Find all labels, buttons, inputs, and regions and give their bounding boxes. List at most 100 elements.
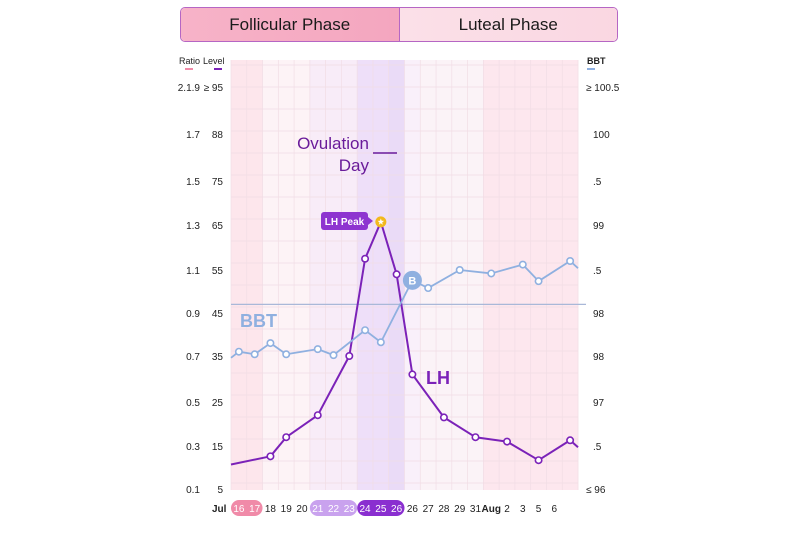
phase-band [514, 60, 531, 490]
date-tick-label[interactable]: 26 [407, 504, 419, 515]
ratio-tick-label: 0.7 [186, 352, 200, 363]
bbt-data-point[interactable] [313, 345, 322, 354]
lh-data-point[interactable] [282, 433, 291, 442]
level-tick-label: 15 [212, 442, 224, 453]
date-tick-label[interactable]: 18 [265, 504, 277, 515]
level-tick-label: 25 [212, 398, 224, 409]
bbt-shift-badge[interactable] [402, 270, 422, 290]
level-tick-label: 5 [217, 485, 223, 496]
lh-peak-badge-pointer [368, 217, 373, 225]
date-tick-label[interactable]: 6 [552, 504, 558, 515]
lh-data-point[interactable] [439, 413, 448, 422]
lh-data-point[interactable] [361, 254, 370, 263]
date-tick-label[interactable]: Aug [482, 504, 501, 515]
bbt-data-point[interactable] [250, 350, 259, 359]
level-tick-label: ≥ 95 [204, 83, 224, 94]
lh-data-point[interactable] [345, 351, 354, 360]
level-tick-label: 88 [212, 130, 224, 141]
bbt-tick-label: 99 [593, 221, 605, 232]
lh-series-label: LH [426, 368, 450, 388]
date-tick-label[interactable]: 20 [296, 504, 308, 515]
lh-data-point[interactable] [266, 452, 275, 461]
bbt-data-point[interactable] [282, 350, 291, 359]
bbt-data-point[interactable] [487, 269, 496, 278]
date-tick-label[interactable]: 16 [233, 504, 245, 515]
phase-band [357, 60, 374, 490]
lh-data-point[interactable] [566, 436, 575, 445]
bbt-data-point[interactable] [455, 265, 464, 274]
date-tick-label[interactable]: 23 [344, 504, 356, 515]
date-tick-label[interactable]: 5 [536, 504, 542, 515]
date-range-pill[interactable] [309, 500, 358, 516]
phase-band [420, 60, 437, 490]
bbt-series-label: BBT [240, 311, 277, 331]
phase-band [562, 60, 579, 490]
ratio-tick-label: 1.1 [186, 266, 200, 277]
ratio-tick-label: 1.5 [186, 177, 200, 188]
ratio-tick-label: 1.3 [186, 221, 200, 232]
phase-band [467, 60, 484, 490]
ovulation-day-label-2: Day [339, 156, 370, 175]
ratio-tick-label: 2.1.9 [178, 83, 201, 94]
phase-band [499, 60, 516, 490]
date-tick-label[interactable]: 22 [328, 504, 340, 515]
phase-band [294, 60, 311, 490]
date-tick-label[interactable]: 29 [454, 504, 466, 515]
bbt-data-point[interactable] [518, 260, 527, 269]
bbt-shift-badge-label: B [408, 275, 416, 287]
date-range-pill[interactable] [357, 500, 405, 516]
lh-data-point[interactable] [503, 437, 512, 446]
ratio-tick-label: 1.7 [186, 130, 200, 141]
date-tick-label[interactable]: 17 [249, 504, 261, 515]
lh-data-point[interactable] [534, 456, 543, 465]
bbt-data-point[interactable] [234, 347, 243, 356]
level-tick-label: 55 [212, 266, 224, 277]
date-tick-label[interactable]: 3 [520, 504, 526, 515]
tab-luteal-phase[interactable]: Luteal Phase [399, 8, 617, 41]
bbt-data-point[interactable] [566, 256, 575, 265]
date-tick-label[interactable]: 2 [504, 504, 510, 515]
date-range-pill[interactable] [231, 500, 263, 516]
bbt-data-point[interactable] [266, 339, 275, 348]
bbt-legend-swatch [587, 68, 595, 70]
date-tick-label[interactable]: 21 [312, 504, 324, 515]
bbt-data-point[interactable] [534, 277, 543, 286]
bbt-tick-label: ≤ 96 [586, 485, 606, 496]
lh-data-point[interactable] [392, 270, 401, 279]
date-tick-label[interactable]: 27 [423, 504, 435, 515]
lh-peak-label: LH Peak [325, 217, 365, 228]
lh-data-point[interactable] [471, 433, 480, 442]
date-tick-label[interactable]: 19 [281, 504, 293, 515]
phase-band [309, 60, 326, 490]
bbt-axis-title: BBT [587, 56, 606, 66]
bbt-tick-label: .5 [593, 442, 602, 453]
lh-data-point[interactable] [408, 370, 417, 379]
tab-follicular-phase[interactable]: Follicular Phase [181, 8, 400, 41]
date-tick-label[interactable]: 28 [438, 504, 450, 515]
bbt-data-point[interactable] [329, 351, 338, 360]
date-tick-label[interactable]: 25 [375, 504, 387, 515]
phase-band [530, 60, 547, 490]
phase-band [246, 60, 263, 490]
bbt-tick-label: .5 [593, 266, 602, 277]
ratio-tick-label: 0.9 [186, 309, 200, 320]
date-tick-label[interactable]: 24 [360, 504, 372, 515]
lh-data-point[interactable] [313, 411, 322, 420]
bbt-data-point[interactable] [424, 284, 433, 293]
bbt-data-point[interactable] [376, 338, 385, 347]
ratio-tick-label: 0.5 [186, 398, 200, 409]
bbt-data-point[interactable] [361, 326, 370, 335]
phase-band [325, 60, 342, 490]
phase-band [341, 60, 358, 490]
ovulation-day-label-1: Ovulation [297, 134, 369, 153]
bbt-tick-label: 100 [593, 130, 610, 141]
date-tick-label[interactable]: 26 [391, 504, 403, 515]
level-tick-label: 35 [212, 352, 224, 363]
month-label-jul: Jul [212, 504, 227, 515]
date-tick-label[interactable]: 31 [470, 504, 482, 515]
level-tick-label: 45 [212, 309, 224, 320]
ratio-legend-swatch [185, 68, 193, 70]
phase-band [436, 60, 453, 490]
star-glyph [377, 218, 385, 225]
